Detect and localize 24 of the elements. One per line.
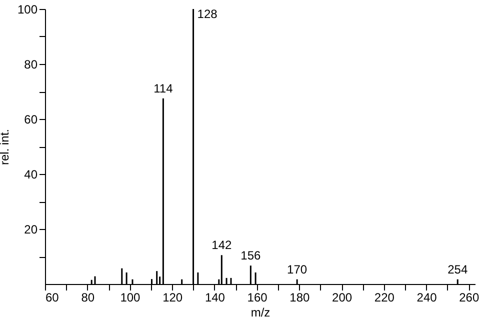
x-tick-label: 100 xyxy=(120,290,141,304)
annotation: 128 xyxy=(197,7,218,21)
x-tick-label: 200 xyxy=(332,290,352,304)
x-tick-label: 60 xyxy=(46,290,60,304)
x-tick-label: 120 xyxy=(162,290,183,304)
x-tick-label: 180 xyxy=(290,290,310,304)
y-tick-label: 20 xyxy=(24,222,38,236)
x-tick-label: 220 xyxy=(374,290,395,304)
x-tick-label: 240 xyxy=(416,290,438,304)
annotation: 254 xyxy=(448,262,468,276)
y-tick-label: 100 xyxy=(17,2,38,16)
annotation: 170 xyxy=(287,262,308,276)
y-tick-label: 60 xyxy=(24,112,38,126)
annotation: 114 xyxy=(154,81,174,96)
annotation: 156 xyxy=(240,248,262,263)
x-tick-label: 160 xyxy=(247,290,268,304)
x-axis-title: m/z xyxy=(250,306,270,320)
y-tick-label: 40 xyxy=(24,168,38,182)
y-tick-label: 80 xyxy=(24,58,38,72)
annotation: 142 xyxy=(212,238,232,252)
x-tick-label: 260 xyxy=(459,290,480,304)
x-tick-label: 140 xyxy=(204,290,226,304)
y-axis-title: rel. int. xyxy=(0,128,12,166)
x-tick-label: 80 xyxy=(81,290,95,304)
